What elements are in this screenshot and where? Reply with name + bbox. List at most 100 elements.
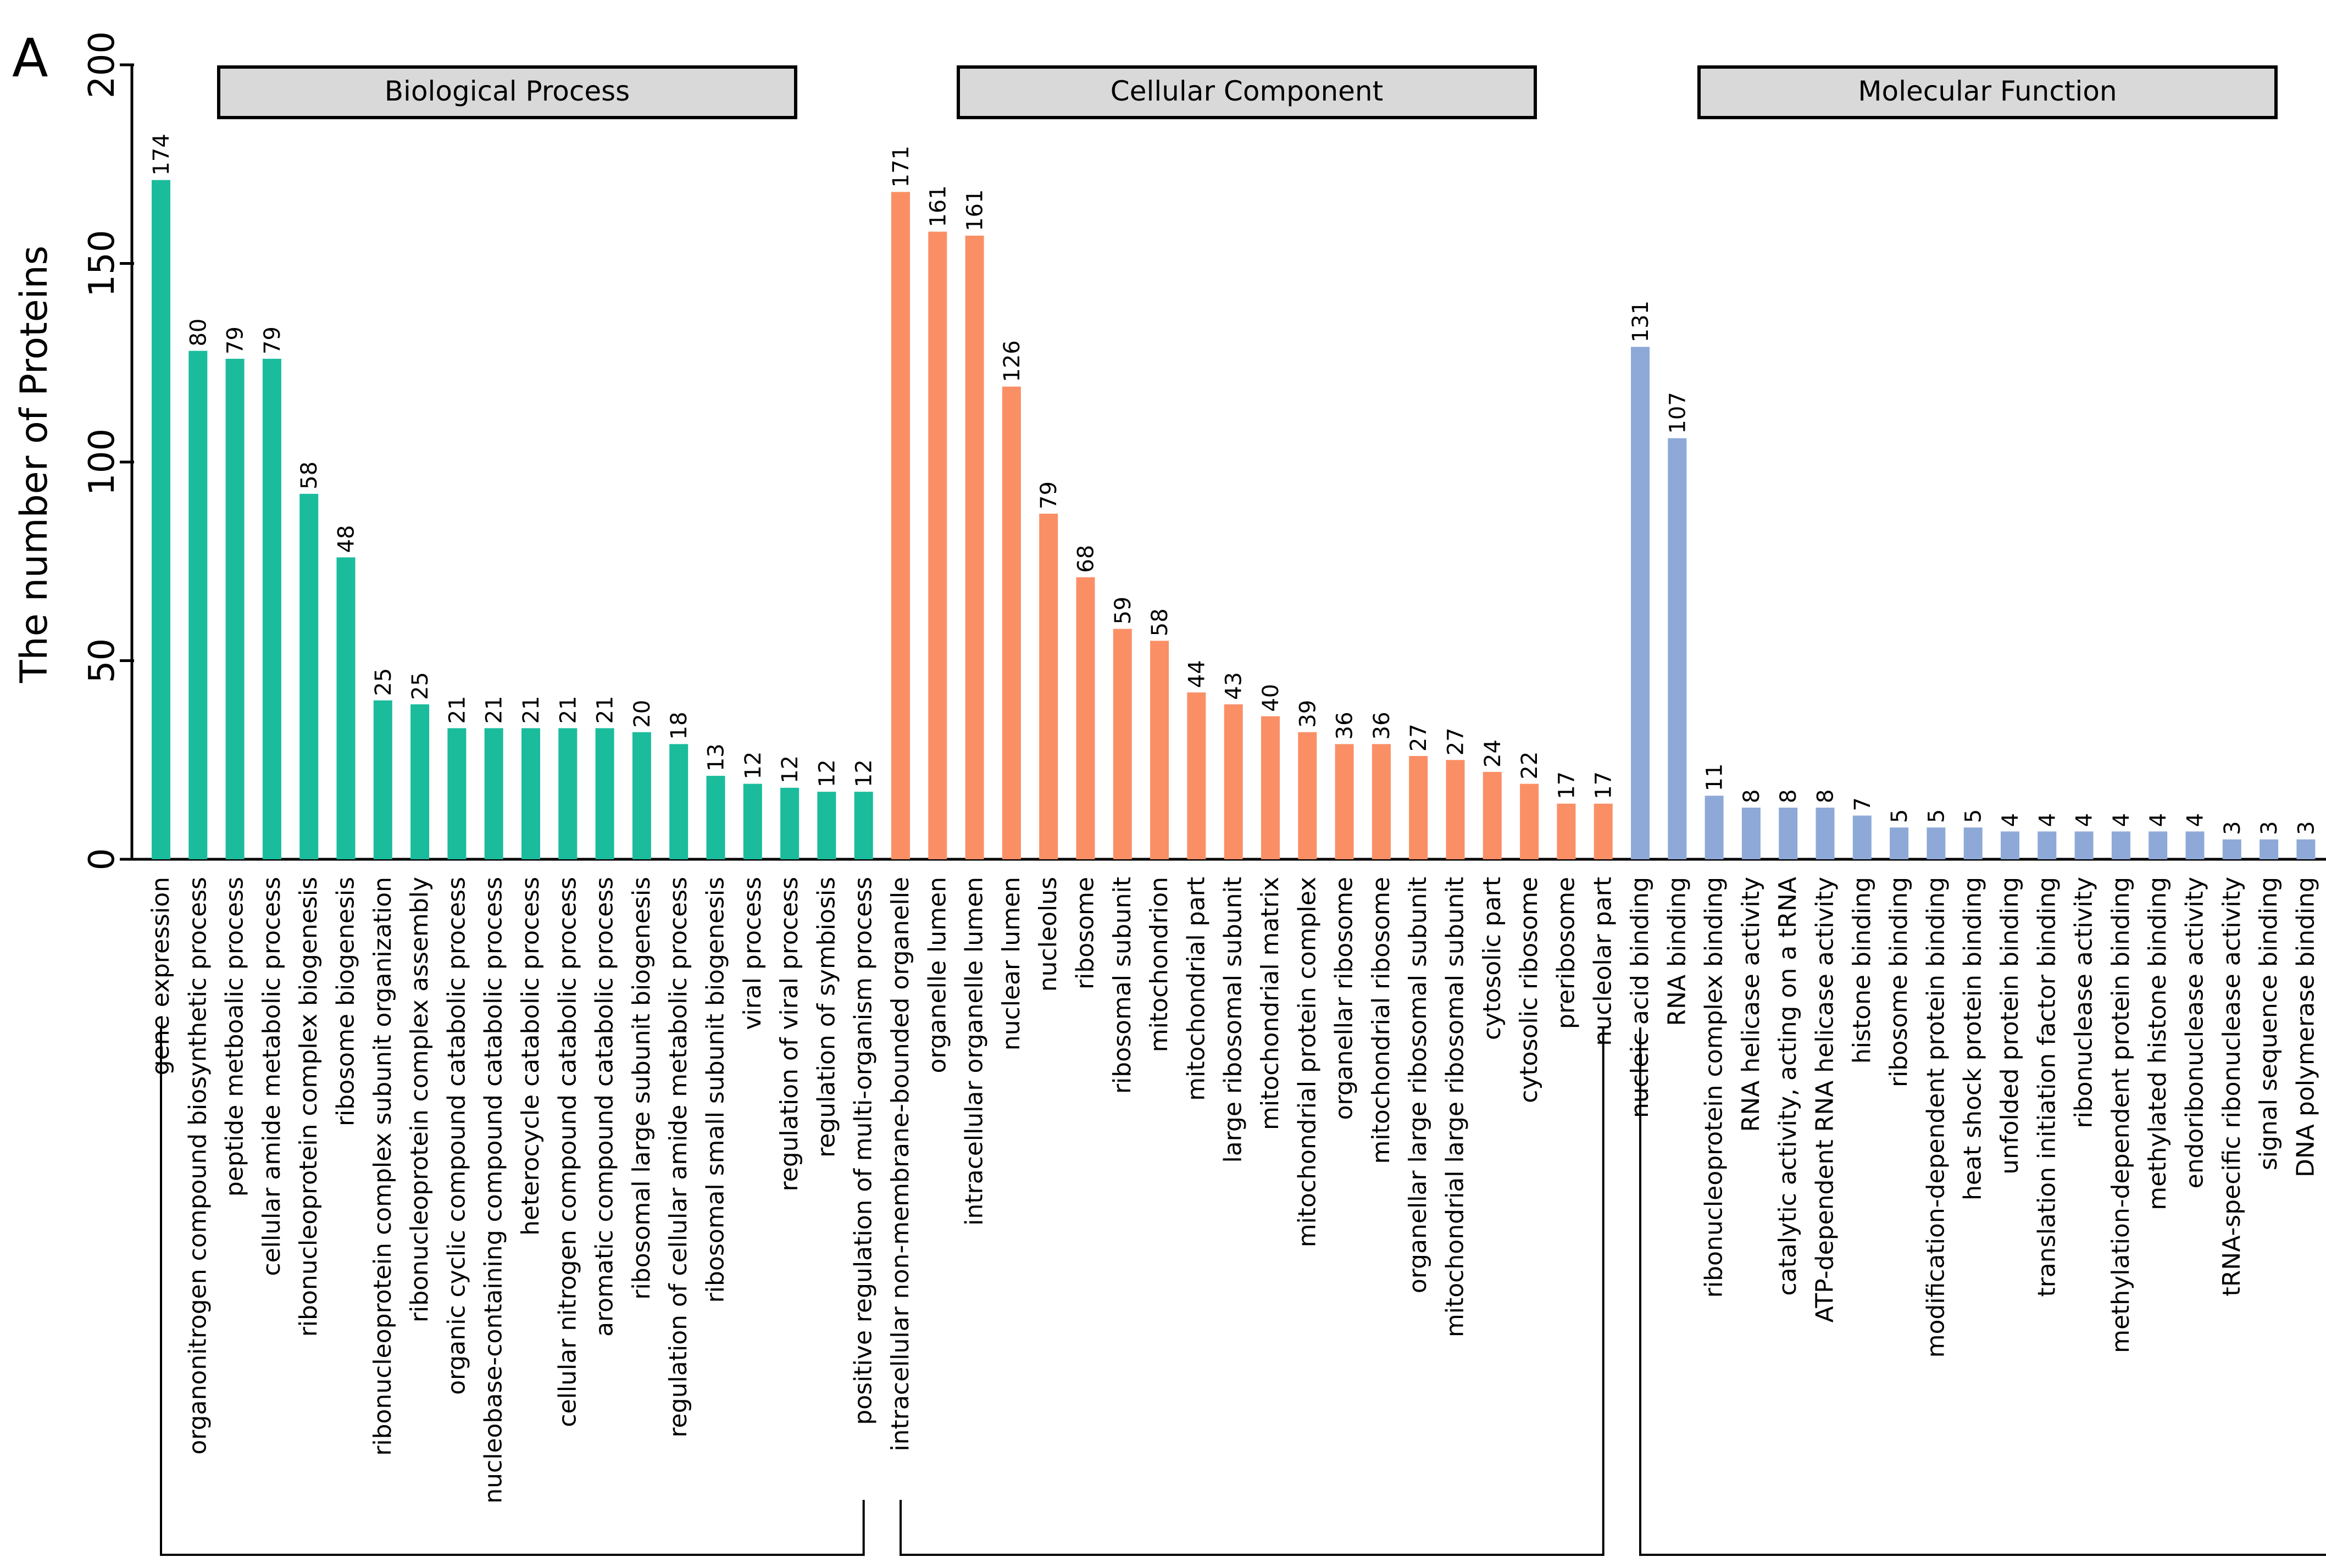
- bar: [2296, 839, 2316, 859]
- bar: [2038, 831, 2057, 859]
- x-tick-label: cytosolic part: [1478, 877, 1506, 1040]
- x-tick-label: regulation of symbiosis: [812, 877, 840, 1158]
- value-label: 8: [1739, 789, 1764, 803]
- x-tick-label: nucleobase-containing compound catabolic…: [480, 877, 508, 1504]
- bar: [1557, 803, 1576, 859]
- y-axis-label: The number of Proteins: [13, 246, 56, 683]
- bar: [1298, 732, 1317, 859]
- value-label: 3: [2294, 821, 2319, 835]
- x-tick-label: mitochondrial part: [1182, 877, 1210, 1101]
- x-tick-label: histone binding: [1848, 877, 1876, 1064]
- value-label: 25: [371, 668, 396, 696]
- x-tick-label: preribosome: [1552, 877, 1580, 1029]
- bar: [2222, 839, 2241, 859]
- bar: [558, 728, 578, 859]
- bar: [1113, 629, 1132, 859]
- x-tick-labels: gene expression organonitrogen compound b…: [147, 877, 2319, 1504]
- x-tick-label: mitochondrial ribosome: [1367, 877, 1395, 1164]
- x-tick-label: ribonuclease activity: [2070, 877, 2098, 1128]
- x-tick-label: cellular amide metabolic process: [258, 877, 286, 1276]
- axes: 0 50 100 150 200: [82, 31, 2326, 870]
- bar: [743, 783, 762, 859]
- bar: [595, 728, 614, 859]
- bar: [1335, 744, 1354, 859]
- value-label: 4: [2183, 813, 2208, 827]
- x-tick-label: endoribonuclease activity: [2181, 877, 2209, 1188]
- y-tick-label: 150: [82, 230, 123, 297]
- bar: [410, 704, 430, 859]
- x-tick-label: viral process: [739, 877, 767, 1030]
- value-label: 36: [1333, 711, 1358, 739]
- x-tick-label: regulation of cellular amide metabolic p…: [664, 877, 692, 1437]
- bar: [1779, 808, 1798, 859]
- x-tick-label: RNA helicase activity: [1737, 877, 1765, 1132]
- panel-label: A: [12, 27, 48, 89]
- x-tick-label: ribosomal large subunit biogenesis: [628, 877, 656, 1300]
- x-tick-label: nucleolus: [1034, 877, 1062, 992]
- x-tick-label: translation initiation factor binding: [2033, 877, 2061, 1297]
- bar: [336, 557, 356, 859]
- bar: [521, 728, 540, 859]
- x-tick-label: unfolded protein binding: [1996, 877, 2024, 1175]
- x-tick-label: cellular nitrogen compound catabolic pro…: [553, 877, 581, 1427]
- x-tick-label: ribosome: [1072, 877, 1100, 989]
- value-label: 21: [593, 696, 618, 724]
- x-tick-label: DNA polymerase binding: [2291, 877, 2319, 1177]
- value-label: 161: [925, 185, 951, 227]
- bar: [1187, 692, 1206, 859]
- bar: [1446, 760, 1465, 859]
- x-tick-label: organellar ribosome: [1330, 877, 1358, 1120]
- x-tick-label: signal sequence binding: [2255, 877, 2283, 1170]
- category-header-box: [217, 65, 797, 119]
- value-label: 107: [1665, 392, 1690, 433]
- bar: [262, 359, 281, 859]
- bar: [2001, 831, 2019, 859]
- x-tick-label: heterocycle catabolic process: [517, 877, 545, 1236]
- bar: [632, 732, 651, 859]
- x-tick-label: ribonucleoprotein complex biogenesis: [295, 877, 323, 1337]
- value-label: 17: [1554, 771, 1579, 799]
- x-tick-label: organelle lumen: [923, 877, 951, 1074]
- bar: [1963, 827, 1983, 859]
- value-label: 7: [1850, 797, 1875, 811]
- x-tick-label: intracellular non-membrane-bounded organ…: [886, 877, 914, 1452]
- value-label: 68: [1074, 545, 1099, 573]
- value-label: 18: [667, 711, 692, 739]
- x-tick-label: large ribosomal subunit: [1219, 877, 1247, 1163]
- value-label: 5: [1887, 809, 1912, 823]
- x-tick-label: RNA binding: [1663, 877, 1691, 1026]
- value-label: 43: [1222, 672, 1247, 700]
- bar: [1409, 756, 1428, 859]
- bar: [669, 744, 689, 859]
- value-label: 13: [704, 743, 729, 771]
- bar: [2149, 831, 2168, 859]
- bar: [2260, 839, 2279, 859]
- x-tick-label: peptide metboalic process: [221, 877, 249, 1197]
- bar: [1261, 716, 1280, 859]
- bar: [1483, 771, 1502, 859]
- value-label: 21: [519, 696, 544, 724]
- bar: [373, 700, 392, 859]
- bar: [447, 728, 467, 859]
- bar: [1705, 796, 1724, 859]
- bar: [2185, 831, 2205, 859]
- x-tick-label: ribosome biogenesis: [332, 877, 360, 1126]
- value-label: 5: [1961, 809, 1986, 823]
- x-tick-label: heat shock protein binding: [1959, 877, 1987, 1200]
- category-headers: Biological Process Cellular Component Mole…: [217, 65, 2278, 119]
- value-label: 131: [1628, 301, 1653, 342]
- bar: [484, 728, 503, 859]
- y-tick-label: 50: [82, 638, 123, 683]
- bar: [780, 787, 800, 859]
- x-tick-label: mitochondrion: [1145, 877, 1173, 1052]
- x-tick-label: cytosolic ribosome: [1515, 877, 1543, 1103]
- value-label: 171: [889, 146, 914, 187]
- value-label: 126: [1000, 340, 1025, 382]
- category-header-box: [957, 65, 1537, 119]
- y-tick-label: 0: [82, 848, 123, 871]
- value-label: 17: [1591, 771, 1617, 799]
- value-label: 58: [297, 461, 322, 490]
- bar: [1816, 808, 1835, 859]
- bar: [1224, 704, 1243, 859]
